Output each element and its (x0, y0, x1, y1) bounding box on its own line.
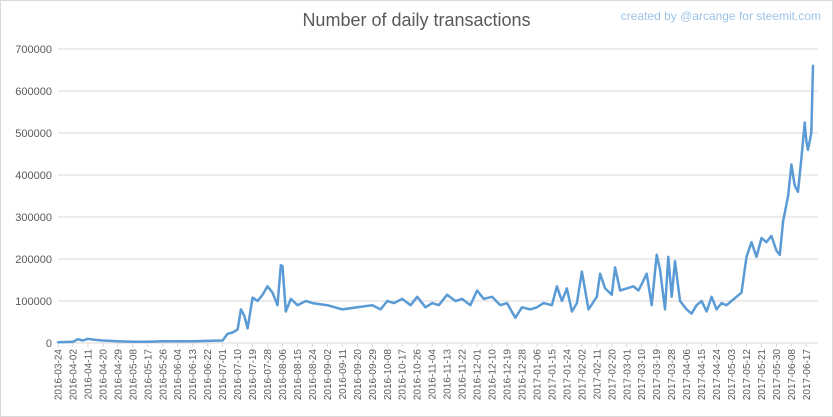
x-tick-label: 2016-09-20 (353, 349, 364, 401)
x-tick-label: 2016-04-11 (83, 349, 94, 400)
x-tick-label: 2016-12-19 (503, 349, 514, 401)
credit-text[interactable]: created by @arcange for steemit.com (620, 9, 821, 23)
x-tick-label: 2016-07-19 (248, 349, 259, 401)
y-axis-tick-labels: 0 100000 200000 300000 400000 500000 600000 700… (15, 44, 52, 350)
x-tick-label: 2016-05-17 (143, 349, 154, 401)
x-tick-label: 2016-09-11 (338, 349, 349, 400)
x-tick-label: 2017-02-11 (592, 349, 603, 400)
x-tick-label: 2016-08-24 (308, 349, 319, 401)
x-tick-label: 2017-03-19 (652, 349, 663, 401)
x-tick-label: 2017-05-21 (757, 349, 768, 401)
x-tick-label: 2017-04-06 (682, 349, 693, 401)
y-tick-label: 300000 (15, 212, 52, 224)
x-axis-tick-labels: 2016-03-24 2016-04-02 2016-04-11 2016-04-20… (54, 349, 813, 401)
x-tick-label: 2017-05-12 (742, 349, 753, 401)
x-tick-label: 2016-04-02 (68, 349, 79, 401)
x-tick-label: 2017-02-20 (607, 349, 618, 401)
x-tick-label: 2016-07-10 (233, 349, 244, 401)
x-tick-label: 2017-06-08 (787, 349, 798, 401)
y-tick-label: 100000 (15, 296, 52, 308)
x-tick-label: 2016-11-13 (443, 349, 454, 400)
x-tick-label: 2016-11-22 (458, 349, 469, 400)
x-tick-label: 2017-01-06 (532, 349, 543, 401)
gridlines (57, 48, 818, 347)
x-tick-label: 2016-09-02 (323, 349, 334, 401)
y-tick-label: 0 (46, 338, 52, 350)
y-tick-label: 200000 (15, 254, 52, 266)
x-tick-label: 2016-03-24 (54, 349, 65, 401)
x-tick-label: 2016-06-04 (173, 349, 184, 401)
x-tick-label: 2016-04-29 (113, 349, 124, 401)
x-tick-label: 2017-04-15 (697, 349, 708, 401)
x-tick-label: 2017-05-30 (772, 349, 783, 401)
y-tick-label: 700000 (15, 44, 52, 56)
x-tick-label: 2016-08-06 (278, 349, 289, 401)
x-tick-label: 2016-10-17 (398, 349, 409, 401)
x-tick-label: 2016-10-26 (413, 349, 424, 401)
x-tick-label: 2016-07-28 (263, 349, 274, 401)
x-tick-label: 2016-06-22 (203, 349, 214, 401)
x-tick-label: 2016-12-10 (488, 349, 499, 401)
x-tick-label: 2016-05-26 (158, 349, 169, 401)
x-tick-label: 2017-03-10 (637, 349, 648, 401)
x-tick-label: 2017-04-24 (712, 349, 723, 401)
x-tick-label: 2016-07-01 (218, 349, 229, 401)
x-tick-label: 2017-03-28 (667, 349, 678, 401)
x-tick-label: 2016-08-15 (293, 349, 304, 401)
x-tick-label: 2017-01-15 (547, 349, 558, 401)
x-tick-label: 2016-09-29 (368, 349, 379, 401)
x-tick-label: 2016-11-04 (428, 349, 439, 400)
chart-title: Number of daily transactions (302, 10, 531, 30)
x-tick-label: 2016-04-20 (98, 349, 109, 401)
x-tick-label: 2016-12-01 (473, 349, 484, 401)
x-tick-label: 2017-03-01 (622, 349, 633, 401)
x-tick-label: 2017-02-02 (577, 349, 588, 401)
x-tick-label: 2016-12-28 (517, 349, 528, 401)
x-tick-label: 2017-05-03 (727, 349, 738, 401)
x-tick-label: 2017-01-24 (562, 349, 573, 401)
y-tick-label: 400000 (15, 170, 52, 182)
series-group (56, 64, 815, 344)
y-tick-label: 600000 (15, 86, 52, 98)
x-tick-label: 2017-06-17 (802, 349, 813, 401)
x-tick-label: 2016-05-08 (128, 349, 139, 401)
y-tick-label: 500000 (15, 128, 52, 140)
x-tick-label: 2016-10-08 (383, 349, 394, 401)
x-tick-label: 2016-06-13 (188, 349, 199, 401)
series-line-0 (56, 64, 815, 344)
